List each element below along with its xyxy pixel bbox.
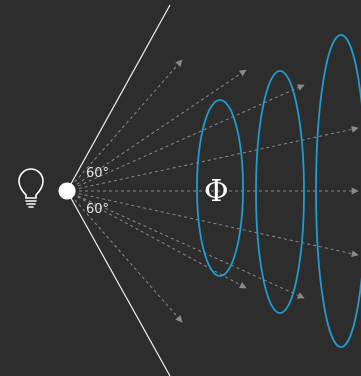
light-ray-1 xyxy=(66,59,183,192)
light-source-point xyxy=(58,182,76,200)
flux-ellipse-medium xyxy=(255,70,305,314)
flux-ellipse-small xyxy=(196,99,244,277)
light-ray-8 xyxy=(66,190,247,289)
light-rays xyxy=(66,59,359,323)
angle-label-lower: 60° xyxy=(86,202,110,217)
light-ray-4 xyxy=(66,125,359,192)
angle-label-upper: 60° xyxy=(86,166,110,181)
lightbulb-icon xyxy=(18,168,44,208)
light-ray-9 xyxy=(66,190,183,323)
flux-symbol: Φ xyxy=(204,174,229,209)
light-ray-6 xyxy=(66,190,359,258)
light-ray-2 xyxy=(66,69,247,192)
cone-lower-line xyxy=(66,190,171,376)
cone-upper-line xyxy=(66,4,171,192)
light-ray-7 xyxy=(66,190,305,299)
flux-ellipse-large xyxy=(315,34,361,348)
